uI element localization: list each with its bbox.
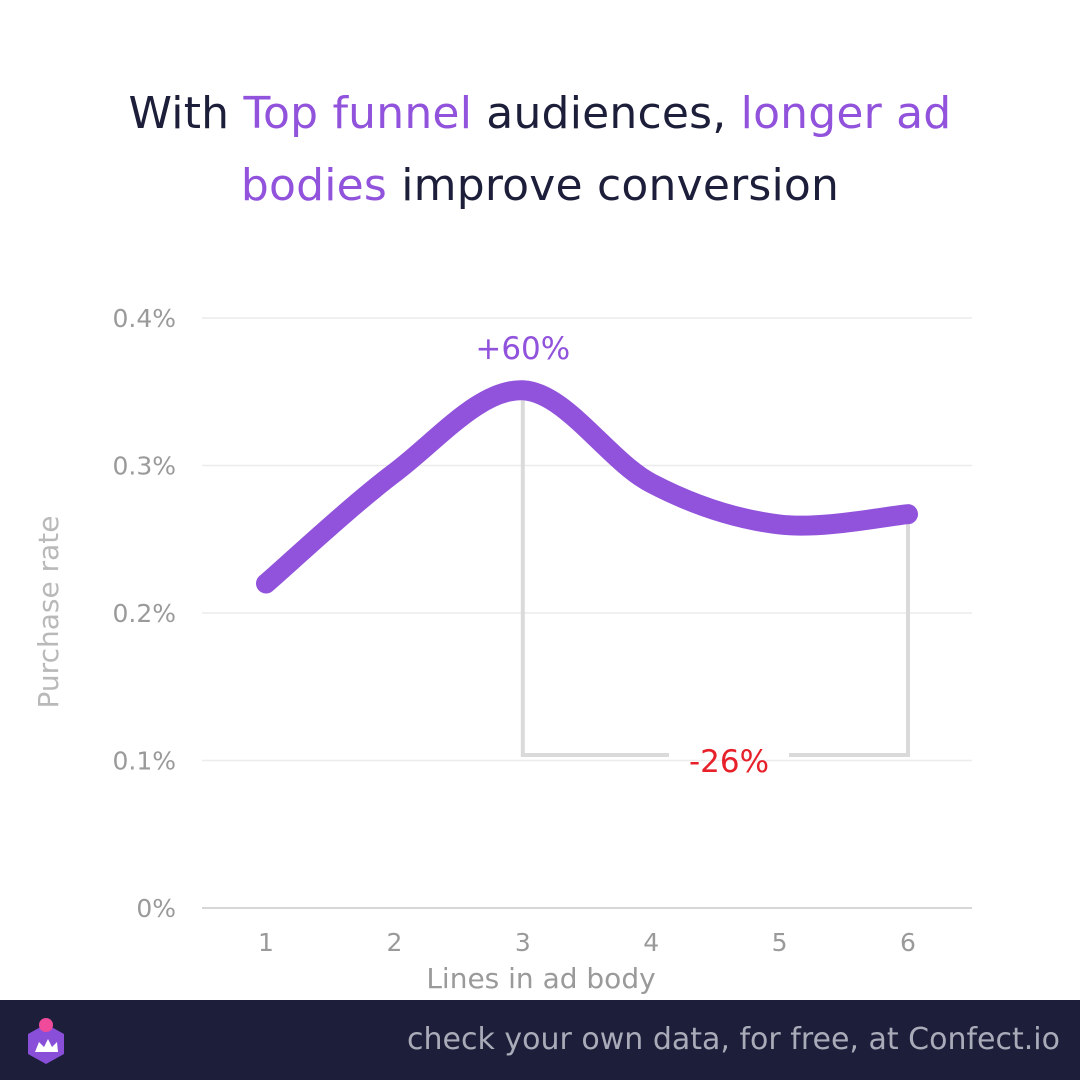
footer-bar: check your own data, for free, at Confec… xyxy=(0,1000,1080,1080)
chart-area: 0% 0.1% 0.2% 0.3% 0.4% 1 2 3 4 5 6 Lines in ad body… xyxy=(32,304,972,995)
x-tick-label: 3 xyxy=(515,928,531,957)
title-part1: With xyxy=(128,88,244,139)
title-highlight-bodies: bodies xyxy=(240,160,388,211)
bracket-right xyxy=(789,514,910,757)
y-tick-label: 0.3% xyxy=(112,452,176,481)
line-chart: 0% 0.1% 0.2% 0.3% 0.4% 1 2 3 4 5 6 Lines in ad body… xyxy=(32,304,972,995)
y-tick-label: 0% xyxy=(136,894,176,923)
series-line xyxy=(256,380,918,594)
title-highlight-top-funnel: Top funnel xyxy=(243,88,473,139)
y-tick-label: 0.1% xyxy=(112,747,176,776)
x-tick-label: 1 xyxy=(258,928,274,957)
confect-logo-icon xyxy=(28,1018,64,1064)
title-part2: audiences, xyxy=(472,88,741,139)
x-tick-label: 4 xyxy=(643,928,659,957)
footer-cta-text: check your own data, for free, at Confec… xyxy=(407,1022,1060,1057)
y-axis-label: Purchase rate xyxy=(32,516,65,709)
bracket-left xyxy=(520,390,669,757)
chart-title: With Top funnel audiences, longer ad bod… xyxy=(40,78,1040,222)
x-tick-label: 5 xyxy=(772,928,788,957)
x-axis-label: Lines in ad body xyxy=(426,962,655,995)
annotation-decrease: -26% xyxy=(689,744,769,780)
annotation-increase: +60% xyxy=(475,331,570,367)
x-tick-label: 2 xyxy=(386,928,402,957)
y-tick-label: 0.4% xyxy=(112,304,176,333)
title-line2-rest: improve conversion xyxy=(387,160,840,211)
title-highlight-longer-ad: longer ad xyxy=(740,88,952,139)
x-tick-label: 6 xyxy=(900,928,916,957)
y-tick-label: 0.2% xyxy=(112,599,176,628)
